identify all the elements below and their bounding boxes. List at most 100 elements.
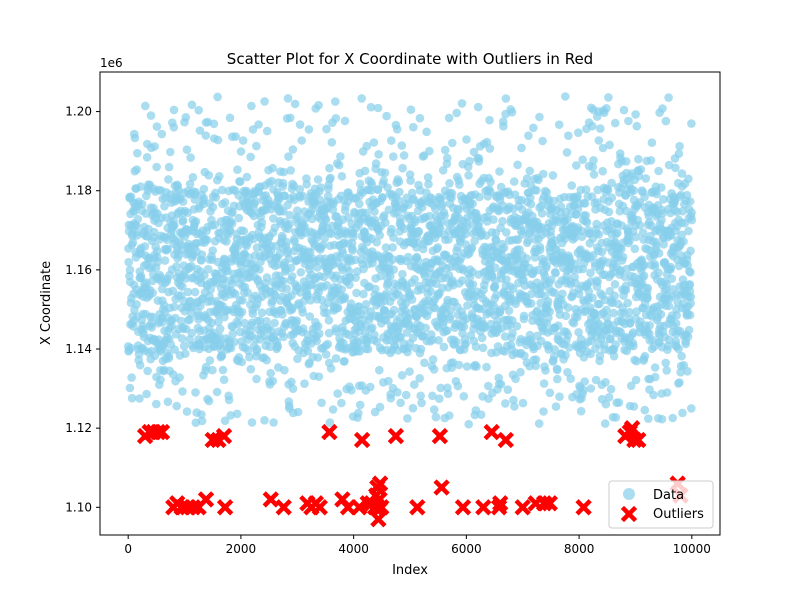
data-point [190,287,200,297]
data-point [386,271,395,281]
data-point [213,135,223,145]
data-point [215,324,225,334]
data-point [152,162,161,172]
data-point [183,208,192,217]
data-point [529,123,538,133]
data-point [372,237,382,247]
data-point [220,198,230,207]
data-point [435,394,444,404]
data-point [285,219,295,229]
data-point [389,265,399,275]
data-point [595,351,605,361]
data-point [661,358,670,368]
data-point [532,186,541,195]
data-point [686,299,695,308]
data-point [381,243,391,252]
data-point [463,301,472,310]
data-point [222,237,231,246]
data-point [686,292,696,302]
data-point [375,231,385,240]
data-point [550,288,559,298]
data-point [320,234,330,243]
data-point [625,236,634,245]
data-point [237,307,247,317]
data-point [545,307,554,317]
data-point [140,242,150,251]
data-point [545,388,555,398]
data-point [592,219,601,229]
data-point [643,283,653,293]
data-point [357,94,367,103]
data-point [541,366,550,375]
data-point [678,408,687,418]
plot-area [123,92,697,528]
data-point [455,180,464,189]
data-point [613,228,622,237]
data-point [246,152,255,162]
data-point [410,380,419,389]
data-point [378,193,387,202]
data-point [531,355,541,364]
data-point [331,114,341,123]
y-axis-label: X Coordinate [39,261,54,345]
data-point [295,185,305,194]
data-point [203,264,213,274]
data-point [279,332,288,342]
data-point [600,419,610,428]
data-point [591,375,601,385]
data-point [609,308,618,318]
data-point [170,221,179,230]
data-point [574,289,584,299]
data-point [593,277,602,287]
data-point [611,340,620,349]
data-point [367,323,377,333]
data-point [636,165,646,174]
data-point [164,175,173,184]
data-point [406,176,415,185]
data-point [576,406,586,416]
data-point [464,171,473,180]
data-point [348,246,358,255]
data-point [200,271,209,280]
data-point [474,154,484,163]
data-point [438,200,447,209]
data-point [401,390,411,400]
data-point [218,365,228,375]
data-point [197,250,207,259]
data-point [677,230,687,240]
data-point [553,321,563,331]
data-point [417,202,427,212]
data-point [654,268,663,278]
data-point [133,148,142,158]
data-point [306,296,315,305]
data-point [425,146,434,156]
data-point [232,409,242,419]
data-point [331,354,341,363]
data-point [500,332,510,341]
data-point [157,129,167,139]
data-point [589,156,598,165]
data-points [123,92,697,429]
x-axis: 0 2000 4000 6000 8000 10000 [124,535,711,556]
data-point [603,186,613,195]
data-point [594,230,604,239]
outlier-point [409,499,426,516]
data-point [558,289,567,299]
data-point [288,145,298,154]
data-point [340,357,349,366]
data-point [282,284,291,294]
data-point [252,374,261,384]
data-point [495,167,504,176]
data-point [513,160,522,170]
data-point [584,287,594,296]
data-point [149,227,159,237]
data-point [664,301,674,311]
data-point [566,374,575,384]
data-point [141,101,150,111]
data-point [199,184,209,194]
data-point [405,367,414,376]
data-point [677,351,686,361]
data-point [373,103,383,113]
data-point [147,323,156,332]
outlier-point [262,491,279,508]
